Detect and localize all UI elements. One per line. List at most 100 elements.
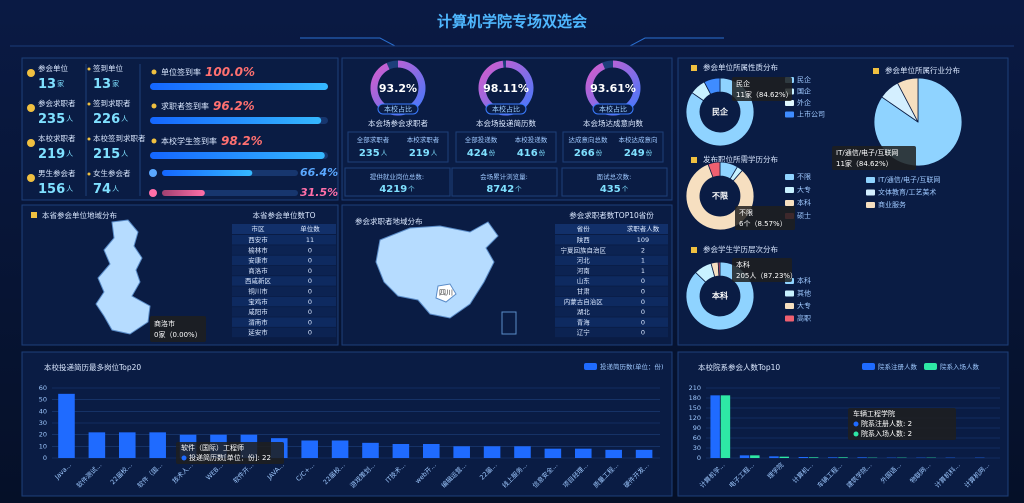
- stat-label: 签到求职者: [93, 98, 131, 108]
- map-tooltip: 四川: [439, 289, 453, 297]
- tooltip-box: [832, 146, 916, 170]
- table-title: 参会求职者数TOP10省份: [569, 210, 654, 220]
- rate-value: 98.2%: [221, 134, 263, 148]
- panel: [21, 351, 673, 497]
- gender-icon: [149, 169, 157, 177]
- legend-swatch: [785, 100, 794, 106]
- gauge-item-label: 全部求职者: [357, 135, 390, 144]
- table-cell: 1: [641, 257, 645, 265]
- table-cell: 宝鸡市: [248, 297, 268, 306]
- gauge-item-value-unit: 份: [489, 148, 496, 157]
- tooltip-title: 本科: [736, 260, 750, 269]
- table-row-bg: [555, 307, 668, 317]
- table-cell: 商洛市: [248, 266, 268, 275]
- tooltip-box: [150, 316, 206, 342]
- total-box: [451, 167, 558, 197]
- stat-value-unit: 人: [66, 150, 73, 158]
- bar: [544, 448, 562, 458]
- table-cell: 渭南市: [248, 317, 268, 326]
- y-tick-label: 90: [693, 424, 701, 432]
- gauge-item-value: 249份: [624, 148, 653, 159]
- table-cell: 铜川市: [248, 287, 268, 296]
- table-row-bg: [232, 307, 336, 317]
- legend-label: 上市公司: [797, 110, 825, 119]
- y-tick-label: 180: [689, 394, 701, 402]
- stat-icon: [27, 174, 35, 182]
- table-cell: 0: [308, 257, 312, 265]
- rate-dot: [151, 138, 157, 144]
- table-row-bg: [232, 265, 336, 276]
- stat-value-unit: 人: [112, 185, 119, 193]
- chart-title: 参会单位所属行业分布: [885, 65, 960, 75]
- bar: [605, 449, 622, 458]
- tooltip-line: 院系入场人数: 2: [861, 429, 912, 438]
- stat-dot: [87, 137, 91, 141]
- legend-label: 本科: [797, 198, 811, 207]
- rate-label: 单位签到率: [161, 67, 201, 77]
- tooltip-title: IT/通信/电子/互联网: [836, 148, 898, 157]
- tooltip-title: 车辆工程学院: [853, 409, 895, 418]
- bar: [58, 393, 75, 458]
- bar: [392, 444, 410, 458]
- y-tick-label: 60: [693, 434, 701, 442]
- legend-label: 院系入场人数: [940, 362, 980, 371]
- table-cell: 0: [308, 308, 312, 316]
- rate-bar: [150, 83, 328, 90]
- tooltip-line: 院系注册人数: 2: [861, 419, 912, 428]
- bar: [149, 432, 166, 458]
- bar: [483, 446, 501, 458]
- bar: [635, 449, 653, 458]
- table-cell: 0: [308, 318, 312, 326]
- rate-value: 96.2%: [213, 99, 255, 113]
- stat-value: 13家: [93, 77, 119, 92]
- tooltip-title: 商洛市: [154, 319, 175, 328]
- table-cell: 甘肃: [577, 287, 591, 296]
- gauge-item-value: 424份: [467, 148, 496, 159]
- table-title: 本省参会单位数TO: [253, 210, 316, 220]
- tooltip-text: 11家（84.62%）: [836, 159, 893, 168]
- rate-text: 求职者签到率 96.2%: [161, 99, 255, 113]
- table-row-bg: [555, 276, 668, 286]
- stat-value: 13家: [38, 77, 64, 92]
- total-value-unit: 个: [622, 185, 629, 193]
- stat-value-unit: 人: [121, 115, 128, 123]
- table-row-bg: [555, 235, 668, 245]
- stat-value-value: 156: [38, 182, 65, 197]
- table-row-bg: [555, 255, 668, 266]
- bar: [423, 444, 440, 458]
- gauge-item-label: 本校求职者: [407, 135, 440, 144]
- tooltip-text: 205人（87.23%）: [736, 272, 797, 280]
- table-cell: 0: [308, 288, 312, 296]
- table-row-bg: [555, 327, 668, 338]
- y-tick-label: 0: [697, 454, 701, 462]
- table-cell: 0: [641, 288, 645, 296]
- gauge-tag: 本校占比: [492, 105, 520, 114]
- pie-slice: [703, 77, 721, 95]
- gauge-item-value: 219人: [409, 148, 438, 159]
- pie-center-label: 民企: [712, 107, 729, 117]
- gauge-item-value-unit: 人: [381, 149, 388, 157]
- gauge-item-value-unit: 份: [646, 148, 653, 157]
- table-row-bg: [555, 317, 668, 327]
- tooltip-text: 11家（84.62%）: [736, 90, 793, 99]
- bar: [710, 395, 720, 458]
- y-tick-label: 40: [39, 407, 47, 415]
- legend-swatch: [584, 363, 597, 370]
- total-label: 会场累计浏览量:: [480, 172, 528, 181]
- table-cell: 0: [308, 277, 312, 285]
- total-value-value: 8742: [486, 184, 514, 195]
- gauge-item-value-value: 266: [574, 148, 595, 159]
- legend-swatch: [785, 200, 794, 206]
- bar: [798, 457, 809, 458]
- y-tick-label: 60: [39, 384, 47, 392]
- gauge-item-label: 全部投递数: [465, 135, 498, 144]
- tooltip-box: [732, 77, 792, 101]
- total-value: 4219个: [379, 184, 415, 195]
- rate-bar: [162, 170, 253, 176]
- rate-dot: [151, 103, 157, 109]
- table-cell: 0: [641, 298, 645, 306]
- legend-label: 大专: [797, 185, 811, 194]
- table-cell: 0: [641, 318, 645, 326]
